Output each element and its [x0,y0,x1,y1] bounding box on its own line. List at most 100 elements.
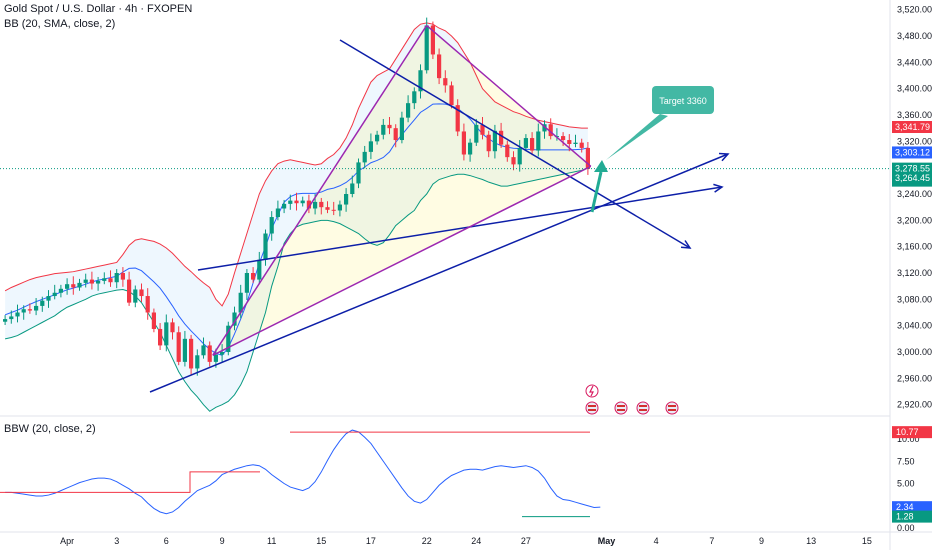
candle-body[interactable] [189,338,194,369]
candle-body[interactable] [269,217,274,234]
candle-body[interactable] [381,124,386,135]
candle-body[interactable] [449,85,454,106]
candle-body[interactable] [201,345,206,356]
candle-body[interactable] [362,151,367,163]
candle-body[interactable] [306,200,311,209]
candle-body[interactable] [158,328,163,346]
candle-body[interactable] [133,289,138,303]
candle-body[interactable] [145,296,150,313]
candle-body[interactable] [27,309,32,311]
candle-body[interactable] [567,140,572,144]
candle-body[interactable] [226,325,231,352]
candle-body[interactable] [511,157,516,165]
candle-body[interactable] [257,259,262,280]
candle-body[interactable] [350,183,355,195]
candle-body[interactable] [251,273,256,280]
candle-body[interactable] [424,25,429,71]
candle-body[interactable] [399,117,404,141]
wedge-upper-edge[interactable] [212,25,428,356]
candle-body[interactable] [21,309,26,313]
candle-body[interactable] [232,312,237,326]
candle-body[interactable] [325,207,330,210]
candle-body[interactable] [412,91,417,104]
candle-body[interactable] [102,278,107,281]
candle-body[interactable] [220,352,225,355]
target-callout[interactable] [652,86,714,114]
candle-body[interactable] [523,138,528,148]
candle-body[interactable] [127,279,132,303]
candle-body[interactable] [213,354,218,362]
candle-body[interactable] [15,312,20,317]
candle-body[interactable] [294,200,299,204]
candle-body[interactable] [9,316,14,320]
candle-body[interactable] [548,124,553,137]
candle-body[interactable] [114,273,119,283]
candle-body[interactable] [492,130,497,152]
candle-body[interactable] [207,345,212,362]
candle-body[interactable] [300,200,305,204]
candle-body[interactable] [536,131,541,151]
candle-body[interactable] [83,279,88,283]
candle-body[interactable] [3,319,8,322]
us-flag-event-icon[interactable] [636,401,650,415]
candle-body[interactable] [542,124,547,132]
candle-body[interactable] [337,204,342,211]
candle-body[interactable] [89,279,94,284]
candle-body[interactable] [393,128,398,141]
descending-resistance-trendline[interactable] [339,39,691,249]
candle-body[interactable] [275,208,280,218]
candle-body[interactable] [561,136,566,141]
candle-body[interactable] [573,142,578,144]
wedge-right-edge[interactable] [426,24,592,167]
candle-body[interactable] [164,322,169,346]
us-flag-event-icon[interactable] [665,401,679,415]
us-flag-event-icon[interactable] [614,401,628,415]
candle-body[interactable] [499,130,504,145]
candle-body[interactable] [474,124,479,143]
candle-body[interactable] [71,284,76,288]
candle-body[interactable] [238,292,243,313]
candle-body[interactable] [58,288,63,293]
target-arrow-shaft[interactable] [590,171,603,213]
candle-body[interactable] [46,296,51,301]
candle-body[interactable] [461,131,466,155]
candle-body[interactable] [170,322,175,333]
candle-body[interactable] [77,282,82,288]
candle-body[interactable] [331,209,336,211]
candle-body[interactable] [517,147,522,165]
candle-body[interactable] [120,273,125,280]
ascending-support-trendline[interactable] [149,153,729,393]
wedge-lower-edge[interactable] [212,165,592,356]
candle-body[interactable] [344,194,349,205]
candle-body[interactable] [443,78,448,86]
candle-body[interactable] [313,201,318,209]
bbw-indicator-label[interactable]: BBW (20, close, 2) [4,423,96,435]
candle-body[interactable] [182,338,187,362]
candle-body[interactable] [480,124,485,135]
candle-body[interactable] [263,233,268,260]
candle-body[interactable] [319,201,324,208]
candle-body[interactable] [437,54,442,79]
candle-body[interactable] [288,200,293,204]
candle-body[interactable] [579,142,584,148]
middle-trendline[interactable] [197,186,723,271]
candle-body[interactable] [151,312,156,329]
candle-body[interactable] [430,25,435,55]
candle-body[interactable] [468,142,473,155]
candle-body[interactable] [356,162,361,184]
candle-body[interactable] [486,134,491,152]
bb-indicator-label[interactable]: BB (20, SMA, close, 2) [4,18,116,30]
candle-body[interactable] [65,284,70,289]
candle-body[interactable] [195,355,200,369]
candle-body[interactable] [34,305,39,311]
candle-body[interactable] [282,203,287,209]
candle-body[interactable] [530,138,535,151]
candle-body[interactable] [52,292,57,297]
candle-body[interactable] [139,289,144,297]
candle-body[interactable] [375,134,380,142]
us-flag-event-icon[interactable] [585,401,599,415]
candle-body[interactable] [406,103,411,118]
candle-body[interactable] [585,147,590,169]
event-lightning-icon[interactable] [585,384,599,398]
